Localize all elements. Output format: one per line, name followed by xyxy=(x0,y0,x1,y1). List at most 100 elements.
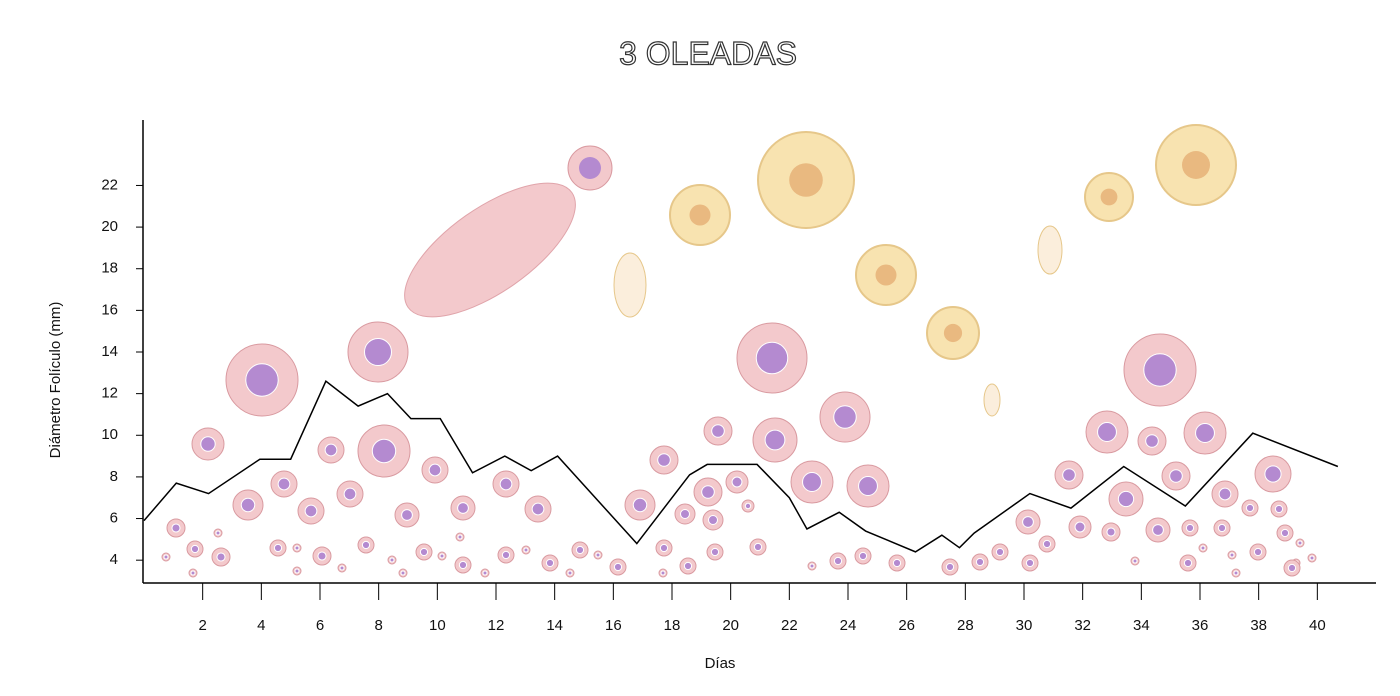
oocyte xyxy=(1287,563,1297,573)
oocyte xyxy=(1264,465,1282,483)
oocyte xyxy=(1233,570,1239,576)
corpus-luteum-core xyxy=(1182,151,1210,179)
oocyte xyxy=(1280,528,1290,538)
x-tick-label: 12 xyxy=(488,617,505,634)
oocyte xyxy=(364,338,392,366)
y-tick-label: 8 xyxy=(110,468,118,485)
oocyte xyxy=(294,545,300,551)
x-tick-label: 16 xyxy=(605,617,622,634)
oocyte xyxy=(858,551,868,561)
oocyte xyxy=(892,558,902,568)
oocyte xyxy=(1218,487,1232,501)
x-tick-label: 24 xyxy=(840,617,857,634)
oocyte xyxy=(361,540,371,550)
follicle-illustrations xyxy=(161,124,1317,578)
corpus-hemorrhagicum xyxy=(613,252,647,318)
oocyte xyxy=(1169,469,1183,483)
oocyte xyxy=(216,552,226,562)
oocyte xyxy=(1229,552,1235,558)
x-tick-label: 26 xyxy=(898,617,915,634)
oocyte xyxy=(343,487,357,501)
oocyte xyxy=(523,547,529,553)
corpus-luteum-core xyxy=(789,163,823,197)
oocyte xyxy=(304,504,318,518)
oocyte xyxy=(240,497,256,513)
oocyte xyxy=(1117,490,1135,508)
oocyte xyxy=(277,477,291,491)
oocyte xyxy=(1245,503,1255,513)
oocyte xyxy=(1074,521,1086,533)
oocyte xyxy=(245,363,279,397)
oocyte xyxy=(575,545,585,555)
oocyte xyxy=(190,544,200,554)
oocyte xyxy=(710,547,720,557)
oocyte xyxy=(339,565,345,571)
oocyte xyxy=(273,543,283,553)
y-tick-label: 18 xyxy=(101,260,118,277)
oocyte xyxy=(1062,468,1076,482)
oocyte xyxy=(613,562,623,572)
oocyte xyxy=(945,562,955,572)
x-tick-label: 28 xyxy=(957,617,974,634)
oocyte xyxy=(1106,527,1116,537)
y-tick-label: 20 xyxy=(101,218,118,235)
y-tick-label: 10 xyxy=(101,426,118,443)
oocyte xyxy=(545,558,555,568)
x-tick-label: 34 xyxy=(1133,617,1150,634)
x-tick-label: 20 xyxy=(722,617,739,634)
oocyte xyxy=(317,551,327,561)
corpus-hemorrhagicum xyxy=(1037,225,1063,275)
oocyte xyxy=(1195,423,1215,443)
oocyte xyxy=(1274,504,1284,514)
chart-title: 3 OLEADAS xyxy=(619,35,797,71)
oocyte xyxy=(499,477,513,491)
oocyte xyxy=(1297,540,1303,546)
oocyte xyxy=(708,515,718,525)
oocyte xyxy=(995,547,1005,557)
oocyte xyxy=(657,453,671,467)
oocyte xyxy=(764,429,786,451)
corpus-luteum-core xyxy=(875,264,897,286)
x-tick-label: 8 xyxy=(374,617,382,634)
corpus-luteum-core xyxy=(689,204,711,226)
oocyte xyxy=(701,485,715,499)
y-axis-label: Diámetro Folículo (mm) xyxy=(47,302,64,459)
x-tick-label: 32 xyxy=(1074,617,1091,634)
oocyte xyxy=(457,534,463,540)
oocyte xyxy=(200,436,216,452)
oocyte xyxy=(659,543,669,553)
oocyte xyxy=(400,570,406,576)
oocyte xyxy=(683,561,693,571)
oocyte xyxy=(1097,422,1117,442)
oocyte xyxy=(1200,545,1206,551)
y-tick-label: 22 xyxy=(101,176,118,193)
oocyte xyxy=(858,476,878,496)
x-tick-label: 14 xyxy=(546,617,563,634)
oocyte xyxy=(501,550,511,560)
oocyte xyxy=(371,438,397,464)
oocyte xyxy=(809,563,815,569)
oocyte xyxy=(190,570,196,576)
released-oocyte-core xyxy=(579,157,601,179)
oocyte xyxy=(731,476,743,488)
oocyte xyxy=(1183,558,1193,568)
x-tick-label: 10 xyxy=(429,617,446,634)
x-tick-label: 40 xyxy=(1309,617,1326,634)
oocyte xyxy=(833,556,843,566)
oocyte xyxy=(802,472,822,492)
x-tick-label: 22 xyxy=(781,617,798,634)
oocyte xyxy=(531,502,545,516)
x-tick-label: 38 xyxy=(1250,617,1267,634)
oocyte xyxy=(457,502,469,514)
oocyte xyxy=(439,553,445,559)
y-tick-label: 16 xyxy=(101,301,118,318)
oocyte xyxy=(482,570,488,576)
oocyte xyxy=(1185,523,1195,533)
ovulating-follicle xyxy=(404,182,576,318)
oocyte xyxy=(755,341,789,375)
oocyte xyxy=(1145,434,1159,448)
y-tick-label: 12 xyxy=(101,385,118,402)
y-tick-label: 6 xyxy=(110,510,118,527)
oocyte xyxy=(419,547,429,557)
